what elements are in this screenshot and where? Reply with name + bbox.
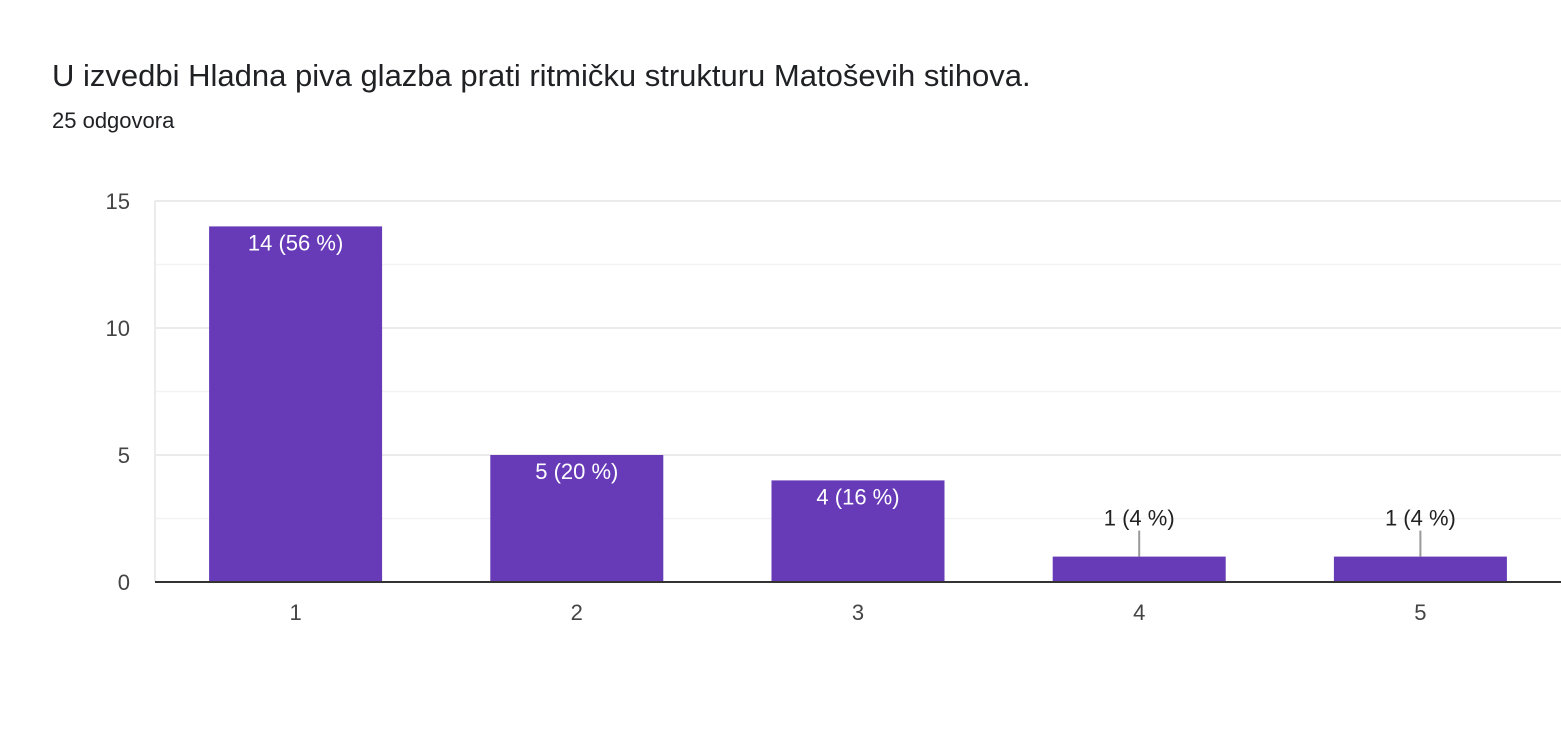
y-tick-label: 10 [106,316,130,341]
data-label: 14 (56 %) [248,230,343,255]
data-label: 4 (16 %) [816,484,899,509]
question-title: U izvedbi Hladna piva glazba prati ritmi… [52,58,1031,93]
bar-5 [1333,556,1507,582]
x-tick-label: 4 [1133,600,1145,625]
data-label: 1 (4 %) [1385,506,1456,531]
gridlines [154,200,1561,582]
data-label: 5 (20 %) [535,459,618,484]
bar-1 [209,226,383,582]
bars [209,226,1507,582]
x-tick-label: 3 [852,600,864,625]
x-axis-ticks: 1 2 3 4 5 [289,600,1426,625]
data-labels: 14 (56 %) 5 (20 %) 4 (16 %) 1 (4 %) 1 (4 %) [248,230,1456,557]
x-tick-label: 1 [289,600,301,625]
y-axis-ticks: 0 5 10 15 [106,189,130,595]
bar-3 [771,480,945,582]
data-label: 1 (4 %) [1104,506,1175,531]
x-tick-label: 2 [571,600,583,625]
y-tick-label: 15 [106,189,130,214]
bar-2 [490,455,664,582]
bar-4 [1052,556,1226,582]
response-count: 25 odgovora [52,108,175,133]
x-tick-label: 5 [1414,600,1426,625]
y-tick-label: 5 [118,443,130,468]
y-tick-label: 0 [118,570,130,595]
